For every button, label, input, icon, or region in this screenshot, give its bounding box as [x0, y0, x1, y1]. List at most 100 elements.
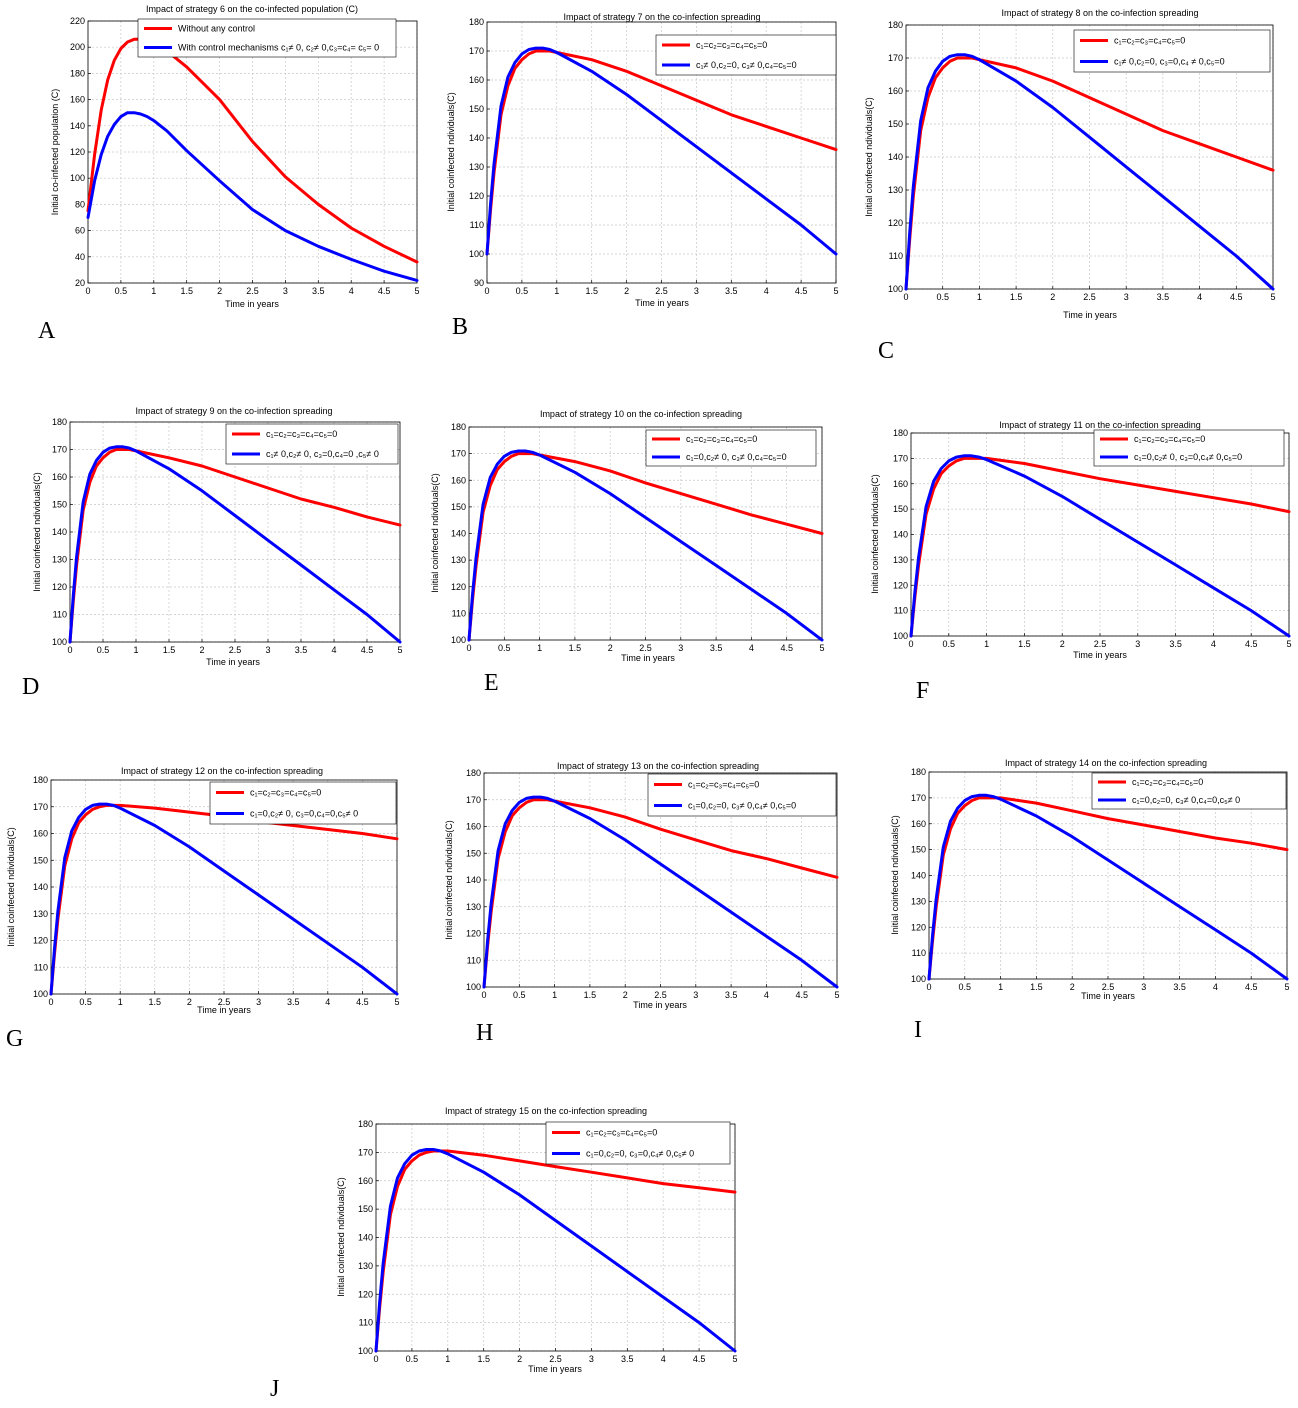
chart-title: Impact of strategy 13 on the co-infectio… [557, 761, 759, 771]
legend-box [1093, 429, 1285, 467]
y-tick-label: 150 [33, 855, 48, 865]
chart-panel-f: 0 0.5 1 1.5 2 2.5 3 3.5 4 4.5 5 100 110 120 130 140 150 1… [850, 408, 1298, 708]
y-tick-label: 120 [911, 922, 926, 932]
x-tick-label: 3 [283, 286, 288, 296]
x-tick-label: 1.5 [477, 1354, 490, 1364]
y-tick-label: 170 [358, 1147, 373, 1157]
y-tick-label: 180 [358, 1119, 373, 1129]
legend-entry: c₁=c₂=c₃=c₄=c₅=0 [696, 40, 767, 50]
y-tick-label: 100 [52, 637, 67, 647]
x-tick-label: 1 [554, 286, 559, 296]
y-tick-label: 160 [52, 472, 67, 482]
x-tick-label: 4.5 [1230, 292, 1243, 302]
x-axis-label: Time in years [621, 653, 675, 663]
y-tick-label: 90 [474, 278, 484, 288]
x-tick-label: 2 [1070, 982, 1075, 992]
x-tick-label: 5 [397, 645, 402, 655]
y-tick-label: 160 [888, 86, 903, 96]
series-line-blue [467, 449, 824, 642]
x-tick-label: 5 [834, 990, 839, 1000]
y-tick-label: 170 [466, 795, 481, 805]
x-tick-label: 0 [481, 990, 486, 1000]
series-line-red [485, 49, 838, 256]
y-tick-label: 140 [893, 530, 908, 540]
x-tick-label: 4 [1197, 292, 1202, 302]
x-tick-label: 2.5 [654, 990, 667, 1000]
legend-entry: c₁≠ 0,c₂≠ 0, c₃=0,c₄=0 ,c₅≠ 0 [266, 449, 379, 459]
legend-box [137, 18, 397, 58]
y-tick-label: 140 [466, 875, 481, 885]
y-axis-label: Initial coinfected ndividuals(C) [446, 92, 456, 212]
y-tick-label: 100 [358, 1346, 373, 1356]
y-tick-label: 160 [33, 829, 48, 839]
y-tick-label: 120 [52, 582, 67, 592]
y-tick-label: 110 [894, 606, 908, 616]
x-tick-label: 2.5 [655, 286, 668, 296]
series-line-red [909, 456, 1291, 638]
x-axis-label: Time in years [197, 1005, 251, 1015]
y-tick-label: 140 [70, 121, 85, 131]
y-axis-label: Initial coinfected ndividuals(C) [430, 473, 440, 593]
x-tick-label: 2.5 [246, 286, 259, 296]
panel-label-d: D [22, 674, 40, 700]
legend-entry: c₁≠ 0,c₂=0, c₃≠ 0,c₄=c₅=0 [696, 60, 797, 70]
x-tick-label: 0 [484, 286, 489, 296]
chart-panel-j: 0 0.5 1 1.5 2 2.5 3 3.5 4 4.5 5 100 110 120 130 140 150 1… [270, 1100, 750, 1408]
x-tick-label: 0.5 [936, 292, 949, 302]
y-tick-label: 170 [52, 445, 67, 455]
legend-entry: Without any control [178, 24, 255, 34]
x-tick-label: 3 [256, 997, 261, 1007]
x-axis-label: Time in years [635, 298, 689, 308]
legend-entry: c₁=0,c₂≠ 0, c₃≠ 0,c₄=c₅=0 [686, 452, 787, 462]
x-tick-label: 1 [151, 286, 156, 296]
y-tick-label: 140 [451, 529, 466, 539]
chart-title: Impact of strategy 14 on the co-infectio… [1005, 758, 1207, 768]
y-tick-label: 180 [466, 768, 481, 778]
line-chart-c: 0 0.5 1 1.5 2 2.5 3 3.5 4 4.5 5 100 110 120 130 140 150 1… [864, 8, 1276, 320]
y-tick-label: 170 [893, 453, 908, 463]
legend-entry: c₁=c₂=c₃=c₄=c₅=0 [1134, 434, 1205, 444]
y-tick-label: 120 [70, 147, 85, 157]
chart-title: Impact of strategy 15 on the co-infectio… [445, 1106, 647, 1116]
x-tick-label: 0 [85, 286, 90, 296]
x-tick-label: 1.5 [1010, 292, 1023, 302]
line-chart-i: 0 0.5 1 1.5 2 2.5 3 3.5 4 4.5 5 100 110 120 130 140 150 1… [890, 758, 1290, 1001]
x-tick-label: 3.5 [1173, 982, 1186, 992]
x-tick-label: 0.5 [943, 639, 956, 649]
y-tick-label: 160 [893, 479, 908, 489]
x-tick-label: 4 [764, 990, 769, 1000]
series-line-red [927, 796, 1289, 981]
x-tick-label: 3.5 [1157, 292, 1170, 302]
series-line-blue [482, 795, 839, 989]
x-tick-label: 0 [466, 643, 471, 653]
y-tick-label: 150 [888, 119, 903, 129]
x-tick-label: 2 [199, 645, 204, 655]
line-chart-h: 0 0.5 1 1.5 2 2.5 3 3.5 4 4.5 5 100 110 120 130 140 150 1… [444, 761, 840, 1010]
y-tick-label: 180 [70, 68, 85, 78]
y-tick-label: 160 [911, 819, 926, 829]
y-tick-label: 80 [75, 199, 85, 209]
legend-entry: c₁=0,c₂=0, c₃≠ 0,c₄≠ 0,c₅=0 [688, 801, 796, 811]
y-tick-label: 130 [893, 555, 908, 565]
legend-entry: c₁=0,c₂≠ 0, c₃=0,c₄=0,c₅≠ 0 [250, 809, 358, 819]
y-tick-label: 180 [469, 17, 484, 27]
y-axis-label: Initial coinfected ndividuals(C) [864, 97, 874, 217]
line-chart-d: 0 0.5 1 1.5 2 2.5 3 3.5 4 4.5 5 100 110 120 130 140 150 1… [32, 406, 403, 667]
y-tick-label: 110 [467, 955, 481, 965]
line-chart-a: 0 0.5 1 1.5 2 2.5 3 3.5 4 4.5 5 20 40 60 80 100 120 140 16… [50, 4, 420, 309]
y-tick-label: 140 [52, 527, 67, 537]
x-tick-label: 4 [661, 1354, 666, 1364]
y-tick-label: 170 [888, 53, 903, 63]
x-tick-label: 2.5 [1083, 292, 1096, 302]
y-tick-label: 140 [358, 1233, 373, 1243]
y-tick-label: 110 [359, 1318, 373, 1328]
legend-box [545, 1121, 731, 1165]
x-tick-label: 3 [1135, 639, 1140, 649]
y-tick-label: 150 [466, 848, 481, 858]
x-tick-label: 0.5 [406, 1354, 419, 1364]
legend-entry: With control mechanisms c₁≠ 0, c₂≠ 0,c₃=… [178, 43, 379, 53]
x-axis-label: Time in years [528, 1364, 582, 1374]
y-tick-label: 120 [469, 191, 484, 201]
x-tick-label: 3.5 [725, 990, 738, 1000]
x-tick-label: 2 [1050, 292, 1055, 302]
